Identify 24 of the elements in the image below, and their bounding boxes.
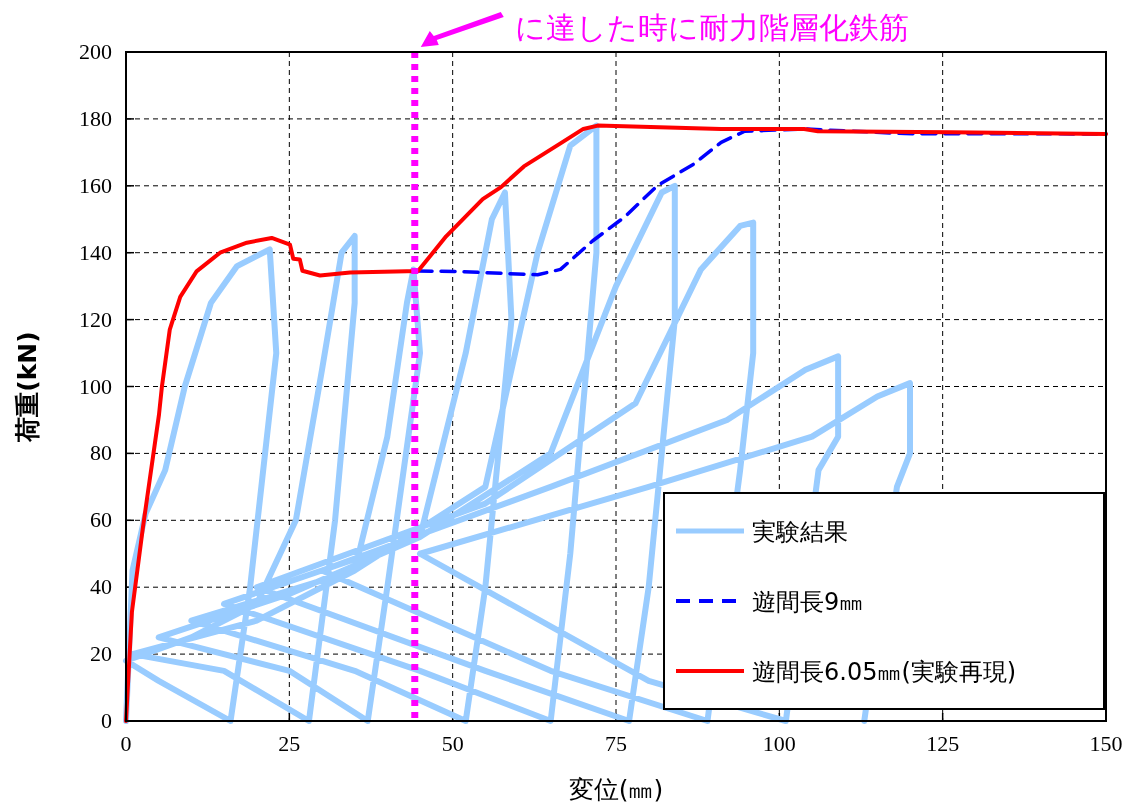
x-tick-label: 125 <box>926 731 960 756</box>
annotation: に達した時に耐力階層化鉄筋 <box>514 10 909 45</box>
x-tick-label: 50 <box>441 731 464 756</box>
y-tick-label: 200 <box>79 39 112 64</box>
legend-label: 遊間長6.05㎜(実験再現) <box>752 658 1017 686</box>
x-axis-title: 変位(㎜) <box>568 775 664 804</box>
x-tick-label: 100 <box>762 731 796 756</box>
y-tick-label: 180 <box>79 105 112 131</box>
y-tick-label: 140 <box>79 239 112 265</box>
y-tick-label: 60 <box>90 507 112 533</box>
x-tick-label: 150 <box>1089 731 1123 756</box>
y-tick-label: 80 <box>90 440 112 466</box>
y-axis-title: 荷重(kN) <box>13 331 42 443</box>
y-tick-label: 20 <box>90 641 112 667</box>
x-tick-label: 25 <box>278 731 301 756</box>
y-tick-label: 0 <box>101 708 112 733</box>
y-tick-label: 120 <box>79 306 112 332</box>
legend-label: 遊間長9㎜ <box>752 588 864 616</box>
x-tick-label: 75 <box>605 731 627 756</box>
y-tick-label: 160 <box>79 172 112 198</box>
y-tick-label: 40 <box>90 574 112 600</box>
legend-label: 実験結果 <box>752 518 848 546</box>
y-tick-label: 100 <box>79 373 112 399</box>
x-tick-label: 0 <box>120 731 132 756</box>
